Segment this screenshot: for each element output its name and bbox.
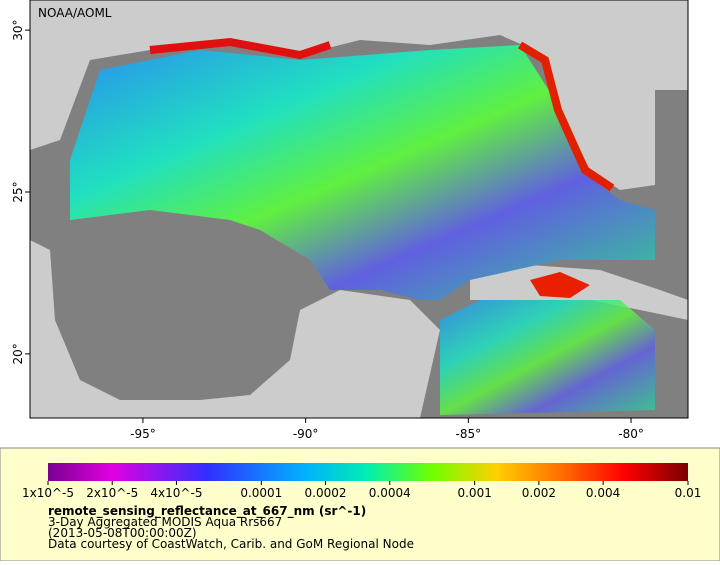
lon-tick-label: -95° [130, 427, 156, 441]
lat-tick-label: 25° [11, 181, 25, 202]
lat-tick-label: 30° [11, 19, 25, 40]
axes: -95° -90° -85° -80° 20° 25° 30° [11, 19, 644, 441]
data-field [440, 300, 655, 415]
coastal-high [517, 41, 615, 192]
colorbar [48, 463, 688, 481]
lat-tick-label: 20° [11, 343, 25, 364]
coastal-high [149, 37, 332, 60]
legend-title: remote_sensing_reflectance_at_667_nm (sr… [48, 504, 366, 519]
cuba [470, 265, 688, 320]
legend-line: Data courtesy of CoastWatch, Carib. and … [48, 537, 414, 551]
map-frame [29, 0, 689, 419]
colorbar-tick-label: 0.01 [675, 486, 702, 500]
colorbar-tick-label: 0.0002 [305, 486, 347, 500]
colorbar-tick-label: 0.002 [522, 486, 556, 500]
data-field [70, 45, 655, 300]
legend: remote_sensing_reflectance_at_667_nm (sr… [22, 481, 701, 551]
legend-line: 3-Day Aggregated MODIS Aqua Rrs667 [48, 515, 282, 529]
lon-tick-label: -90° [293, 427, 319, 441]
legend-line: (2013-05-08T00:00:00Z) [48, 526, 197, 540]
colorbar-tick-label: 2x10^-5 [86, 486, 138, 500]
coastal-high [530, 272, 590, 298]
lon-tick-label: -85° [456, 427, 482, 441]
colorbar-tick-label: 4x10^-5 [150, 486, 202, 500]
credit: NOAA/AOML [38, 6, 112, 20]
colorbar-tick-label: 1x10^-5 [22, 486, 74, 500]
colorbar-tick-label: 0.001 [457, 486, 491, 500]
colorbar-tick-label: 0.004 [586, 486, 620, 500]
colorbar-tick-label: 0.0004 [369, 486, 411, 500]
lon-tick-label: -80° [618, 427, 644, 441]
colorbar-tick-label: 0.0001 [240, 486, 282, 500]
